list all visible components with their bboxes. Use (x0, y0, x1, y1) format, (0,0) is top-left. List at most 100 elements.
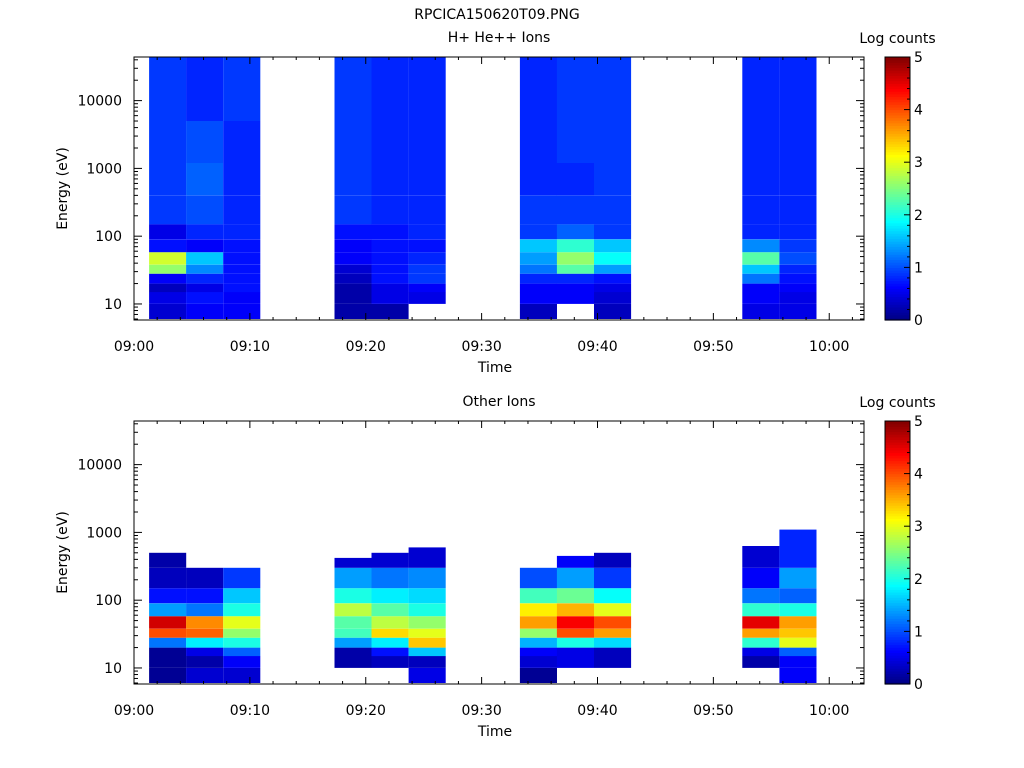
x-tick-label: 09:50 (693, 339, 733, 355)
colorbar-segment (885, 149, 910, 153)
colorbar-label: Log counts (859, 31, 935, 47)
heatmap-cell (519, 588, 557, 604)
heatmap-cell (556, 647, 594, 657)
colorbar-segment (885, 80, 910, 84)
heatmap-cell (519, 163, 557, 196)
colorbar-segment (885, 452, 910, 456)
colorbar-segment (885, 293, 910, 297)
heatmap-cell (149, 656, 187, 668)
colorbar-segment (885, 431, 910, 435)
x-tick-label: 09:10 (230, 703, 270, 719)
heatmap-cell (223, 647, 261, 657)
heatmap-cell (186, 656, 224, 668)
heatmap-cell (556, 224, 594, 240)
heatmap-cell (186, 588, 224, 604)
heatmap-cell (556, 264, 594, 274)
colorbar-segment (885, 59, 910, 63)
heatmap-cell (334, 264, 372, 274)
heatmap-cell (334, 239, 372, 253)
colorbar-segment (885, 536, 910, 540)
heatmap-cell (742, 195, 780, 225)
heatmap-cell (408, 163, 446, 196)
heatmap-cell (742, 252, 780, 265)
heatmap-cell (186, 121, 224, 163)
colorbar-tick-label: 0 (914, 677, 923, 693)
colorbar-segment (885, 489, 910, 493)
colorbar-segment (885, 426, 910, 430)
heatmap-cell (371, 57, 409, 121)
colorbar-segment (885, 586, 910, 590)
heatmap-cell (779, 224, 817, 240)
heatmap-cell (149, 252, 187, 265)
colorbar-segment (885, 478, 910, 483)
heatmap-cell (779, 252, 817, 265)
colorbar-segment (885, 122, 910, 126)
colorbar-segment (885, 185, 910, 190)
colorbar-segment (885, 439, 910, 443)
colorbar-segment (885, 557, 910, 561)
heatmap-cell (408, 567, 446, 589)
heatmap-cell (186, 304, 224, 319)
colorbar-segment (885, 220, 910, 224)
colorbar-segment (885, 72, 910, 77)
colorbar-segment (885, 436, 910, 441)
colorbar-segment (885, 647, 910, 651)
heatmap-cell (223, 304, 261, 319)
colorbar: 0 1 2 3 4 5 Log counts (859, 395, 935, 693)
heatmap-cell (742, 283, 780, 293)
heatmap-cell (742, 637, 780, 648)
heatmap-cell (371, 224, 409, 240)
colorbar-segment (885, 206, 910, 211)
x-tick-label: 10:00 (809, 339, 849, 355)
colorbar-segment (885, 93, 910, 98)
colorbar-segment (885, 473, 910, 477)
heatmap-cell (186, 616, 224, 629)
colorbar-segment (885, 298, 910, 303)
colorbar-segment (885, 288, 910, 292)
heatmap-cell (519, 292, 557, 304)
colorbar-segment (885, 70, 910, 74)
heatmap-cell (223, 195, 261, 225)
colorbar-segment (885, 259, 910, 263)
y-tick-label: 10000 (77, 458, 122, 474)
heatmap-cell (556, 283, 594, 293)
colorbar-segment (885, 143, 910, 148)
colorbar-segment (885, 109, 910, 113)
heatmap-cell (149, 647, 187, 657)
colorbar-tick-label: 1 (914, 260, 923, 276)
colorbar-segment (885, 584, 910, 588)
colorbar-frame (884, 420, 911, 685)
panel-other-ions: 09:00 09:10 09:20 09:30 09:40 09:50 10:0010100… (55, 394, 936, 740)
colorbar-segment (885, 222, 910, 226)
x-axis-label: Time (477, 724, 512, 740)
heatmap-cell (519, 195, 557, 225)
colorbar-segment (885, 183, 910, 187)
heatmap-cell (556, 616, 594, 629)
heatmap-cell (519, 264, 557, 274)
heatmap-cell (779, 616, 817, 629)
heatmap-cell (149, 603, 187, 617)
colorbar-segment (885, 193, 910, 197)
heatmap-cell (594, 637, 632, 648)
colorbar-segment (885, 528, 910, 533)
colorbar-segment (885, 549, 910, 554)
colorbar-tick-label: 4 (914, 467, 923, 483)
heatmap-cell (519, 628, 557, 638)
panel-hplus-hepp-ions: 09:00 09:10 09:20 09:30 09:40 09:50 10:0010100… (55, 30, 936, 376)
colorbar-segment (885, 162, 910, 166)
heatmap-cell (594, 252, 632, 265)
heatmap-cell (223, 239, 261, 253)
colorbar-segment (885, 212, 910, 216)
colorbar-segment (885, 99, 910, 103)
colorbar-segment (885, 133, 910, 137)
heatmap-cell (408, 57, 446, 121)
colorbar-segment (885, 599, 910, 604)
heatmap-cell (408, 292, 446, 304)
colorbar-segment (885, 101, 910, 105)
heatmap-cell (149, 283, 187, 293)
colorbar-segment (885, 665, 910, 669)
heatmap-cell (223, 283, 261, 293)
heatmap-cell (779, 656, 817, 668)
colorbar-segment (885, 201, 910, 205)
heatmap-cell (779, 529, 817, 568)
